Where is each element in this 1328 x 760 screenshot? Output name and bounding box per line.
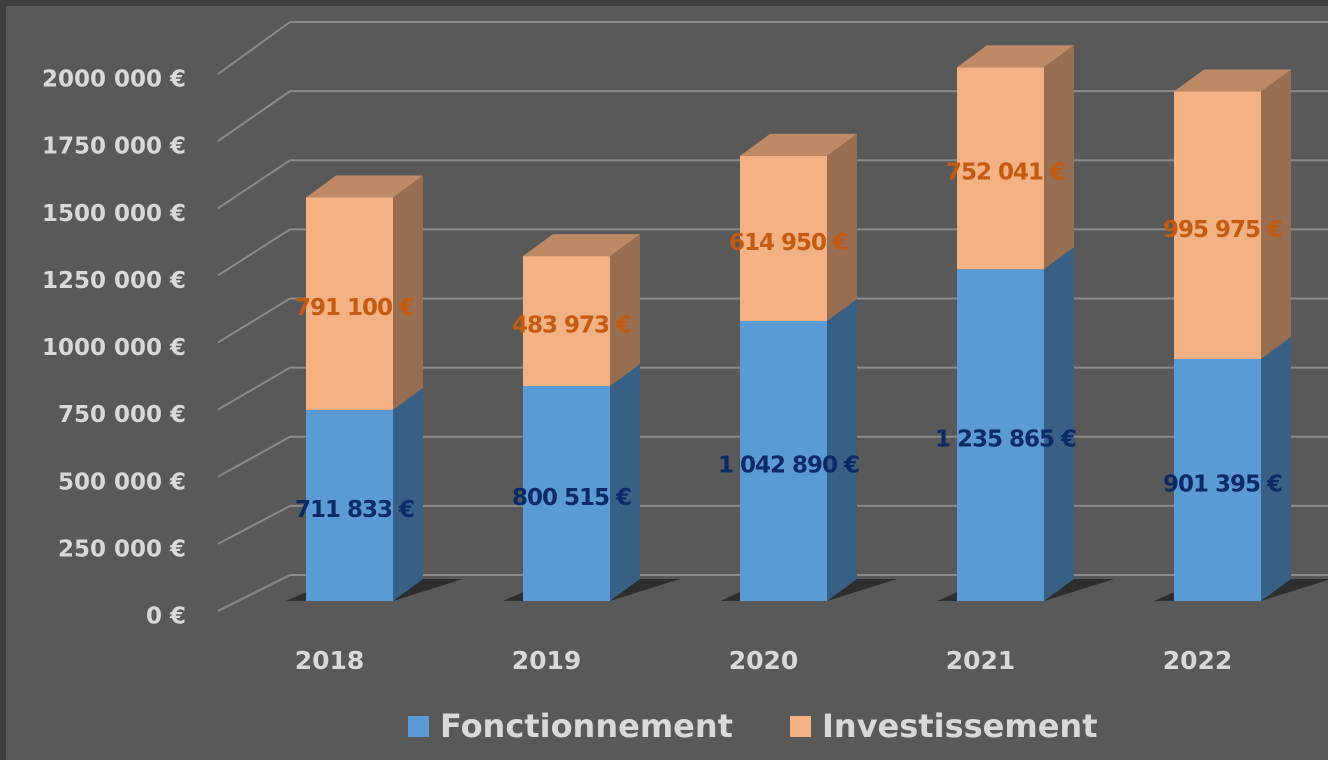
y-tick-label: 1750 000 € — [42, 134, 186, 160]
grid-line — [217, 366, 291, 411]
bar-front — [957, 269, 1044, 601]
grid-line — [217, 504, 291, 545]
grid-line — [217, 435, 291, 478]
bar-side — [827, 298, 857, 601]
y-tick-label: 500 000 € — [58, 469, 186, 495]
bar-top — [957, 45, 1074, 68]
x-tick-label: 2022 — [1163, 646, 1233, 675]
data-label: 614 950 € — [729, 230, 848, 256]
data-label: 752 041 € — [946, 160, 1065, 186]
data-label: 1 235 865 € — [935, 427, 1076, 453]
y-tick-label: 0 € — [146, 604, 186, 630]
y-tick-label: 1250 000 € — [42, 268, 186, 294]
bar-top — [740, 133, 857, 156]
y-tick-label: 2000 000 € — [42, 67, 186, 93]
bar-side — [1261, 69, 1291, 359]
bar-side — [393, 175, 423, 410]
legend-swatch — [790, 716, 811, 737]
x-tick-label: 2019 — [512, 646, 582, 675]
bar-side — [610, 364, 640, 601]
x-tick-label: 2021 — [946, 646, 1016, 675]
bar-front — [957, 67, 1044, 270]
legend-swatch — [408, 716, 429, 737]
bar-top — [523, 234, 640, 257]
bar-side — [393, 387, 423, 601]
bar-side — [1044, 45, 1074, 270]
bar-top — [306, 175, 423, 198]
data-label: 791 100 € — [295, 295, 414, 321]
grid-line — [217, 159, 291, 210]
grid-line — [217, 21, 291, 75]
bar-front — [1174, 358, 1261, 601]
data-label: 711 833 € — [295, 497, 414, 523]
bar-front — [1174, 91, 1261, 359]
bar-side — [1044, 247, 1074, 602]
data-label: 901 395 € — [1163, 471, 1282, 497]
bar-front — [740, 320, 827, 601]
x-tick-label: 2020 — [729, 646, 799, 675]
bar-top — [1174, 69, 1291, 92]
bar-side — [827, 133, 857, 321]
data-label: 995 975 € — [1163, 217, 1282, 243]
data-label: 800 515 € — [512, 485, 631, 511]
bar-front — [523, 386, 610, 601]
grid-line — [217, 297, 291, 344]
y-tick-label: 1000 000 € — [42, 335, 186, 361]
bar-front — [306, 197, 393, 410]
chart-background — [6, 6, 1328, 760]
grid-line — [217, 228, 291, 277]
grid-line — [217, 90, 291, 142]
data-label: 483 973 € — [512, 313, 631, 339]
y-tick-label: 250 000 € — [58, 536, 186, 562]
grid-line — [217, 574, 291, 612]
y-tick-label: 750 000 € — [58, 402, 186, 428]
legend-label: Investissement — [822, 707, 1097, 745]
y-tick-label: 1500 000 € — [42, 201, 186, 227]
bar-front — [523, 256, 610, 387]
bar-front — [740, 155, 827, 321]
x-tick-label: 2018 — [295, 646, 365, 675]
bar-front — [306, 409, 393, 601]
data-label: 1 042 890 € — [718, 452, 859, 478]
bar-side — [1261, 336, 1291, 601]
bar-side — [610, 234, 640, 387]
legend-label: Fonctionnement — [440, 707, 733, 745]
